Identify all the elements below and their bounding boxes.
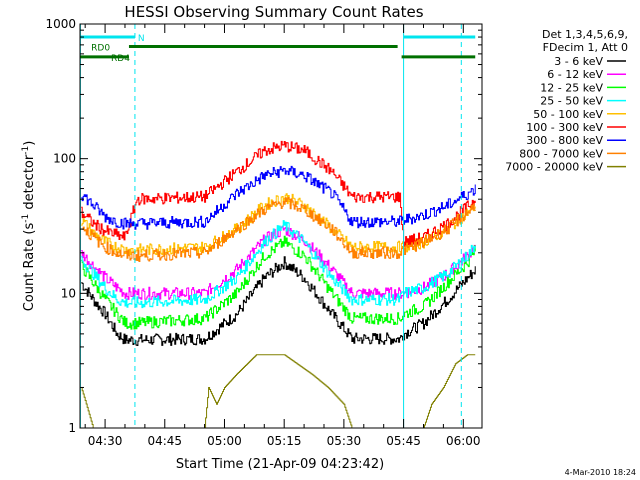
y-axis-label-mid: detector [22, 154, 37, 214]
x-tick-label: 04:30 [88, 434, 123, 448]
legend-label-12-25-kev: 12 - 25 keV [540, 81, 603, 94]
flag-label-n: N [138, 34, 145, 44]
x-tick-label: 04:45 [147, 434, 182, 448]
series-line-25-50-kev [81, 220, 476, 309]
legend-label-50-100-kev: 50 - 100 keV [533, 108, 603, 121]
legend-label-6-12-kev: 6 - 12 keV [547, 68, 603, 81]
legend-label-25-50-kev: 25 - 50 keV [540, 95, 603, 108]
y-tick-label: 1 [68, 421, 76, 435]
x-tick-label: 06:00 [446, 434, 481, 448]
legend-label-3-6-kev: 3 - 6 keV [554, 55, 603, 68]
y-tick-label: 1000 [45, 17, 76, 31]
x-tick-label: 05:45 [386, 434, 421, 448]
x-axis-label: Start Time (21-Apr-09 04:23:42) [176, 457, 384, 472]
series-line-3-6-kev [81, 256, 476, 347]
y-axis-label-main: Count Rate (s [22, 223, 37, 312]
series-line-100-300-kev [81, 140, 476, 247]
y-axis-label-sup2: -1 [21, 146, 31, 155]
y-axis-label-sup1: -1 [21, 214, 31, 223]
flag-label-rd4: RD4 [111, 54, 130, 64]
series-line-7000-20000-kev [81, 354, 476, 429]
series-line-300-800-kev [81, 165, 476, 230]
y-axis-label-end: ) [22, 141, 37, 146]
legend-label-300-800-kev: 300 - 800 keV [526, 134, 603, 147]
x-tick-label: 05:15 [267, 434, 302, 448]
flag-label-rd0: RD0 [91, 44, 110, 54]
legend-header-line-1: Det 1,3,4,5,6,9, [542, 28, 628, 41]
y-tick-label: 100 [53, 152, 76, 166]
plot-frame [79, 23, 483, 429]
legend-header-line-2: FDecim 1, Att 0 [543, 41, 628, 54]
y-tick-label: 10 [61, 286, 76, 300]
footer-date: 4-Mar-2010 18:24 [565, 468, 636, 477]
legend-label-800-7000-kev: 800 - 7000 keV [519, 147, 603, 160]
series-line-12-25-kev [81, 235, 476, 330]
x-tick-label: 05:30 [327, 434, 362, 448]
legend-label-7000-20000-kev: 7000 - 20000 keV [505, 161, 603, 174]
x-tick-label: 05:00 [207, 434, 242, 448]
chart-title: HESSI Observing Summary Count Rates [124, 3, 423, 21]
axes: 1 10 100 1000 04:30 04:45 05:00 05:15 05:30 05:45… [45, 17, 482, 448]
series-line-800-7000-kev [81, 196, 476, 262]
legend-label-100-300-kev: 100 - 300 keV [526, 121, 603, 134]
y-axis-label: Count Rate (s-1 detector-1) [21, 141, 37, 312]
